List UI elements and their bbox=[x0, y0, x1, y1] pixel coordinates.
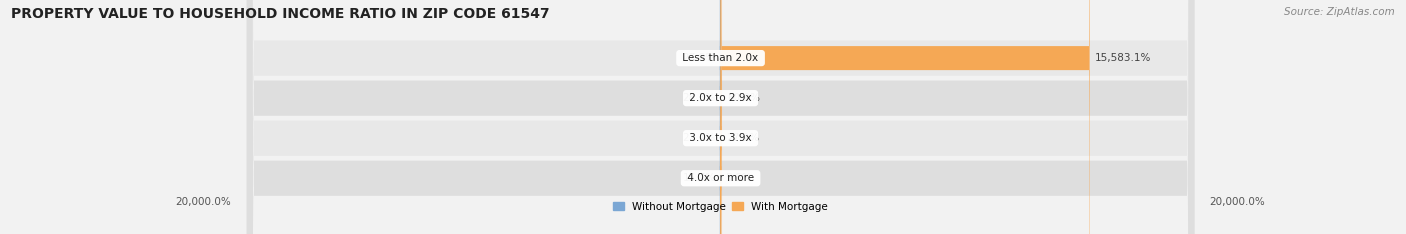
FancyBboxPatch shape bbox=[247, 0, 1194, 234]
Text: 15.7%: 15.7% bbox=[682, 173, 716, 183]
Legend: Without Mortgage, With Mortgage: Without Mortgage, With Mortgage bbox=[613, 202, 828, 212]
FancyBboxPatch shape bbox=[721, 0, 1090, 234]
FancyBboxPatch shape bbox=[247, 0, 1194, 234]
Text: 20,000.0%: 20,000.0% bbox=[176, 197, 232, 207]
Text: 2.0x to 2.9x: 2.0x to 2.9x bbox=[686, 93, 755, 103]
Text: 5.6%: 5.6% bbox=[725, 173, 752, 183]
Text: 21.4%: 21.4% bbox=[682, 133, 716, 143]
Text: 27.9%: 27.9% bbox=[682, 53, 716, 63]
Text: 60.9%: 60.9% bbox=[727, 93, 759, 103]
FancyBboxPatch shape bbox=[247, 0, 1194, 234]
Text: 3.0x to 3.9x: 3.0x to 3.9x bbox=[686, 133, 755, 143]
Text: PROPERTY VALUE TO HOUSEHOLD INCOME RATIO IN ZIP CODE 61547: PROPERTY VALUE TO HOUSEHOLD INCOME RATIO… bbox=[11, 7, 550, 21]
Text: 15,583.1%: 15,583.1% bbox=[1094, 53, 1152, 63]
Text: 27.2%: 27.2% bbox=[725, 133, 759, 143]
Text: 4.0x or more: 4.0x or more bbox=[683, 173, 758, 183]
Text: Source: ZipAtlas.com: Source: ZipAtlas.com bbox=[1284, 7, 1395, 17]
FancyBboxPatch shape bbox=[721, 0, 723, 234]
FancyBboxPatch shape bbox=[247, 0, 1194, 234]
Text: 20,000.0%: 20,000.0% bbox=[1209, 197, 1265, 207]
Text: 28.3%: 28.3% bbox=[682, 93, 716, 103]
Text: Less than 2.0x: Less than 2.0x bbox=[679, 53, 762, 63]
